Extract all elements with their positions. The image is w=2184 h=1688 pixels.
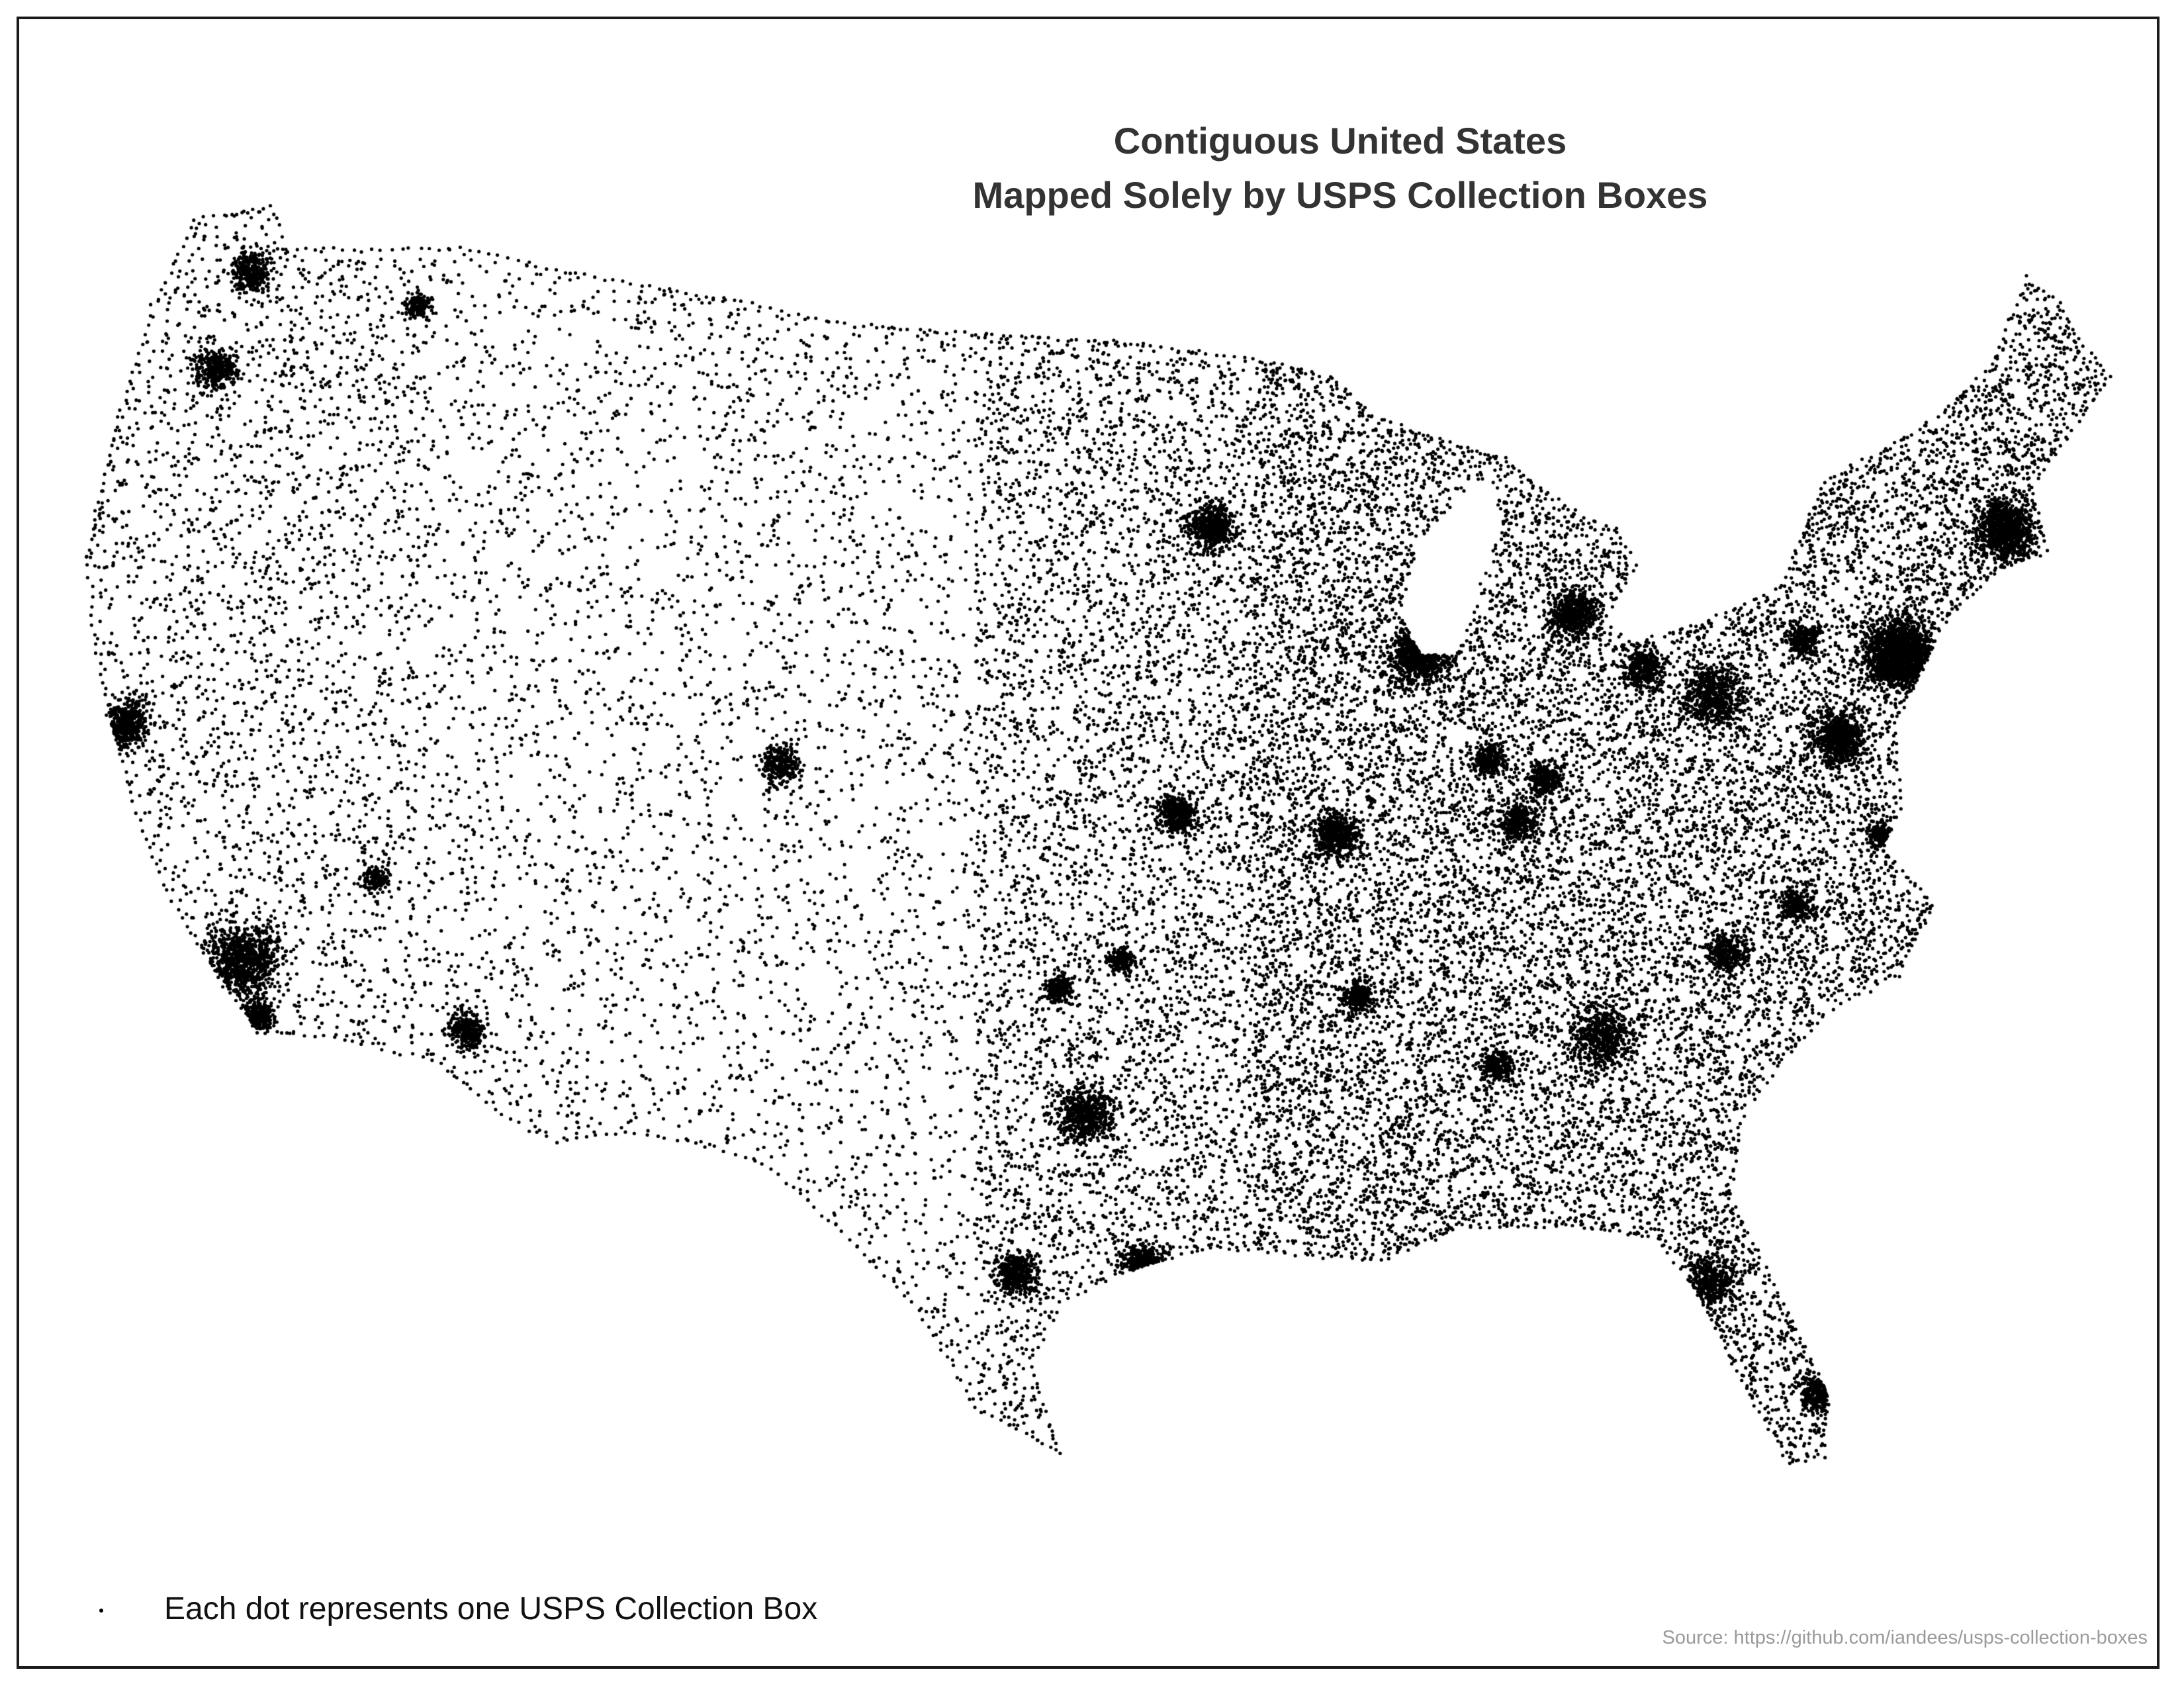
title-line-1: Contiguous United States [1113,120,1567,162]
source-note: Source: https://github.com/iandees/usps-… [1662,1627,2148,1648]
legend-label: Each dot represents one USPS Collection … [164,1591,818,1626]
legend-dot-icon [99,1609,103,1613]
title-line-2: Mapped Solely by USPS Collection Boxes [972,174,1708,216]
map-title: Contiguous United States Mapped Solely b… [841,114,1840,222]
legend: Each dot represents one USPS Collection … [99,1585,817,1632]
